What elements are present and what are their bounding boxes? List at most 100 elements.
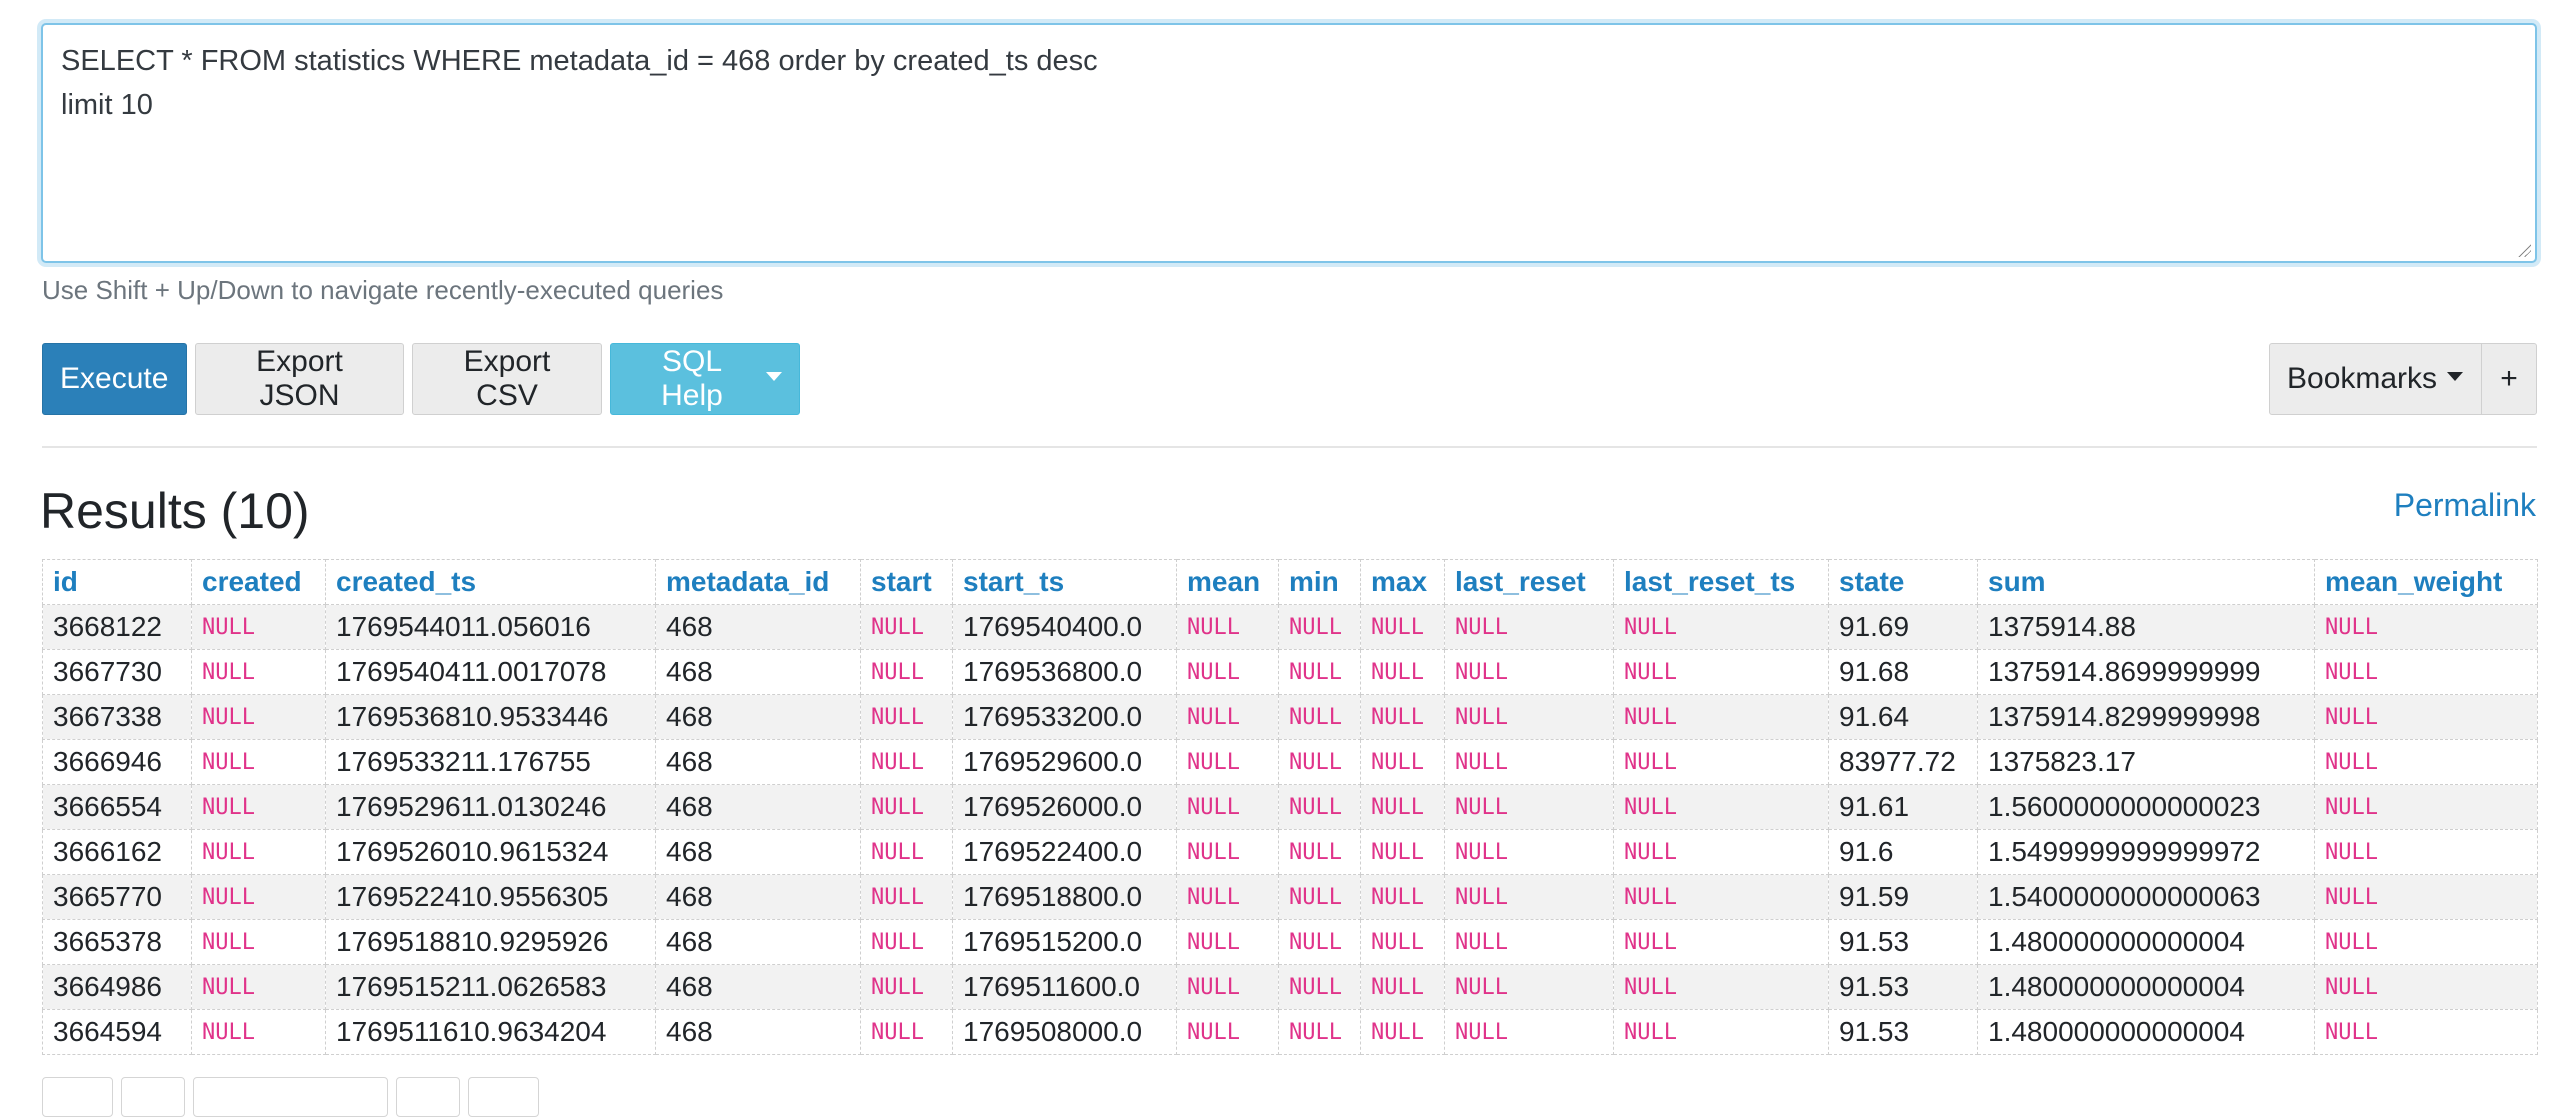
column-header-mean-weight[interactable]: mean_weight [2314, 559, 2538, 605]
table-cell-min: NULL [1278, 874, 1361, 920]
table-cell-last-reset-ts: NULL [1613, 739, 1829, 785]
table-cell-start-ts: 1769526000.0 [952, 784, 1177, 830]
table-cell-max: NULL [1360, 784, 1445, 830]
table-cell-max: NULL [1360, 649, 1445, 695]
table-cell-state: 91.68 [1828, 649, 1978, 695]
bookmarks-label: Bookmarks [2287, 362, 2438, 395]
table-cell-state: 91.69 [1828, 604, 1978, 650]
table-cell-state: 91.64 [1828, 694, 1978, 740]
column-header-state[interactable]: state [1828, 559, 1978, 605]
table-row: 3665378 NULL 1769518810.9295926 468 NULL 1769… [42, 919, 2538, 965]
results-table: id created created_ts metadata_id start start… [42, 559, 2538, 1055]
table-cell-id: 3666554 [42, 784, 192, 830]
table-cell-created-ts: 1769540411.0017078 [325, 649, 656, 695]
column-header-created-ts[interactable]: created_ts [325, 559, 656, 605]
table-cell-id: 3667338 [42, 694, 192, 740]
column-header-sum[interactable]: sum [1977, 559, 2315, 605]
table-cell-mean-weight: NULL [2314, 874, 2538, 920]
pagination-button[interactable] [396, 1077, 460, 1117]
table-cell-mean: NULL [1176, 829, 1279, 875]
sql-query-input[interactable] [43, 25, 2535, 261]
table-cell-created: NULL [191, 874, 326, 920]
column-header-max[interactable]: max [1360, 559, 1445, 605]
table-cell-metadata-id: 468 [655, 1009, 861, 1055]
table-cell-mean-weight: NULL [2314, 964, 2538, 1010]
table-cell-created-ts: 1769515211.0626583 [325, 964, 656, 1010]
column-header-min[interactable]: min [1278, 559, 1361, 605]
table-cell-start: NULL [860, 649, 953, 695]
bookmarks-dropdown-button[interactable]: Bookmarks [2269, 343, 2482, 415]
table-cell-state: 91.59 [1828, 874, 1978, 920]
resize-handle-icon[interactable] [2517, 243, 2531, 257]
table-cell-mean-weight: NULL [2314, 739, 2538, 785]
pagination-button[interactable] [121, 1077, 185, 1117]
export-json-button[interactable]: Export JSON [195, 343, 404, 415]
table-cell-sum: 1.480000000000004 [1977, 1009, 2315, 1055]
column-header-mean[interactable]: mean [1176, 559, 1279, 605]
table-cell-min: NULL [1278, 649, 1361, 695]
table-cell-last-reset: NULL [1444, 1009, 1614, 1055]
pagination-button[interactable] [193, 1077, 388, 1117]
table-cell-state: 91.53 [1828, 964, 1978, 1010]
column-header-metadata-id[interactable]: metadata_id [655, 559, 861, 605]
table-cell-created-ts: 1769511610.9634204 [325, 1009, 656, 1055]
table-cell-state: 83977.72 [1828, 739, 1978, 785]
table-cell-created: NULL [191, 739, 326, 785]
table-cell-mean: NULL [1176, 964, 1279, 1010]
table-row: 3665770 NULL 1769522410.9556305 468 NULL 1769… [42, 874, 2538, 920]
table-cell-created-ts: 1769529611.0130246 [325, 784, 656, 830]
table-cell-id: 3666162 [42, 829, 192, 875]
table-row: 3667338 NULL 1769536810.9533446 468 NULL 1769… [42, 694, 2538, 740]
table-cell-last-reset-ts: NULL [1613, 964, 1829, 1010]
column-header-start[interactable]: start [860, 559, 953, 605]
execute-button[interactable]: Execute [42, 343, 187, 415]
column-header-created[interactable]: created [191, 559, 326, 605]
table-cell-last-reset: NULL [1444, 604, 1614, 650]
table-cell-min: NULL [1278, 604, 1361, 650]
table-cell-start-ts: 1769508000.0 [952, 1009, 1177, 1055]
table-cell-created: NULL [191, 694, 326, 740]
table-cell-mean-weight: NULL [2314, 784, 2538, 830]
table-cell-start-ts: 1769533200.0 [952, 694, 1177, 740]
table-cell-created-ts: 1769536810.9533446 [325, 694, 656, 740]
table-cell-metadata-id: 468 [655, 829, 861, 875]
table-cell-last-reset: NULL [1444, 964, 1614, 1010]
table-cell-mean-weight: NULL [2314, 1009, 2538, 1055]
pagination-button[interactable] [42, 1077, 113, 1117]
table-cell-mean: NULL [1176, 874, 1279, 920]
table-cell-last-reset-ts: NULL [1613, 874, 1829, 920]
sql-help-dropdown-button[interactable]: SQL Help [610, 343, 800, 415]
table-cell-id: 3664594 [42, 1009, 192, 1055]
column-header-id[interactable]: id [42, 559, 192, 605]
column-header-start-ts[interactable]: start_ts [952, 559, 1177, 605]
table-cell-id: 3665770 [42, 874, 192, 920]
table-cell-max: NULL [1360, 829, 1445, 875]
table-cell-start: NULL [860, 784, 953, 830]
table-cell-start: NULL [860, 919, 953, 965]
table-cell-metadata-id: 468 [655, 874, 861, 920]
table-cell-last-reset: NULL [1444, 649, 1614, 695]
table-cell-sum: 1.480000000000004 [1977, 964, 2315, 1010]
table-cell-metadata-id: 468 [655, 919, 861, 965]
table-row: 3666162 NULL 1769526010.9615324 468 NULL 1769… [42, 829, 2538, 875]
table-cell-last-reset-ts: NULL [1613, 829, 1829, 875]
table-cell-sum: 1.5499999999999972 [1977, 829, 2315, 875]
table-cell-last-reset: NULL [1444, 694, 1614, 740]
add-bookmark-button[interactable]: + [2481, 343, 2537, 415]
table-cell-last-reset-ts: NULL [1613, 694, 1829, 740]
table-cell-mean: NULL [1176, 694, 1279, 740]
table-cell-sum: 1.5400000000000063 [1977, 874, 2315, 920]
export-csv-button[interactable]: Export CSV [412, 343, 602, 415]
table-cell-sum: 1.480000000000004 [1977, 919, 2315, 965]
table-cell-mean-weight: NULL [2314, 919, 2538, 965]
table-cell-created: NULL [191, 1009, 326, 1055]
table-cell-created: NULL [191, 604, 326, 650]
column-header-last-reset-ts[interactable]: last_reset_ts [1613, 559, 1829, 605]
table-cell-last-reset-ts: NULL [1613, 1009, 1829, 1055]
table-cell-metadata-id: 468 [655, 694, 861, 740]
pagination-button[interactable] [468, 1077, 539, 1117]
permalink-link[interactable]: Permalink [2393, 487, 2536, 523]
column-header-last-reset[interactable]: last_reset [1444, 559, 1614, 605]
table-cell-created: NULL [191, 784, 326, 830]
table-cell-last-reset: NULL [1444, 919, 1614, 965]
